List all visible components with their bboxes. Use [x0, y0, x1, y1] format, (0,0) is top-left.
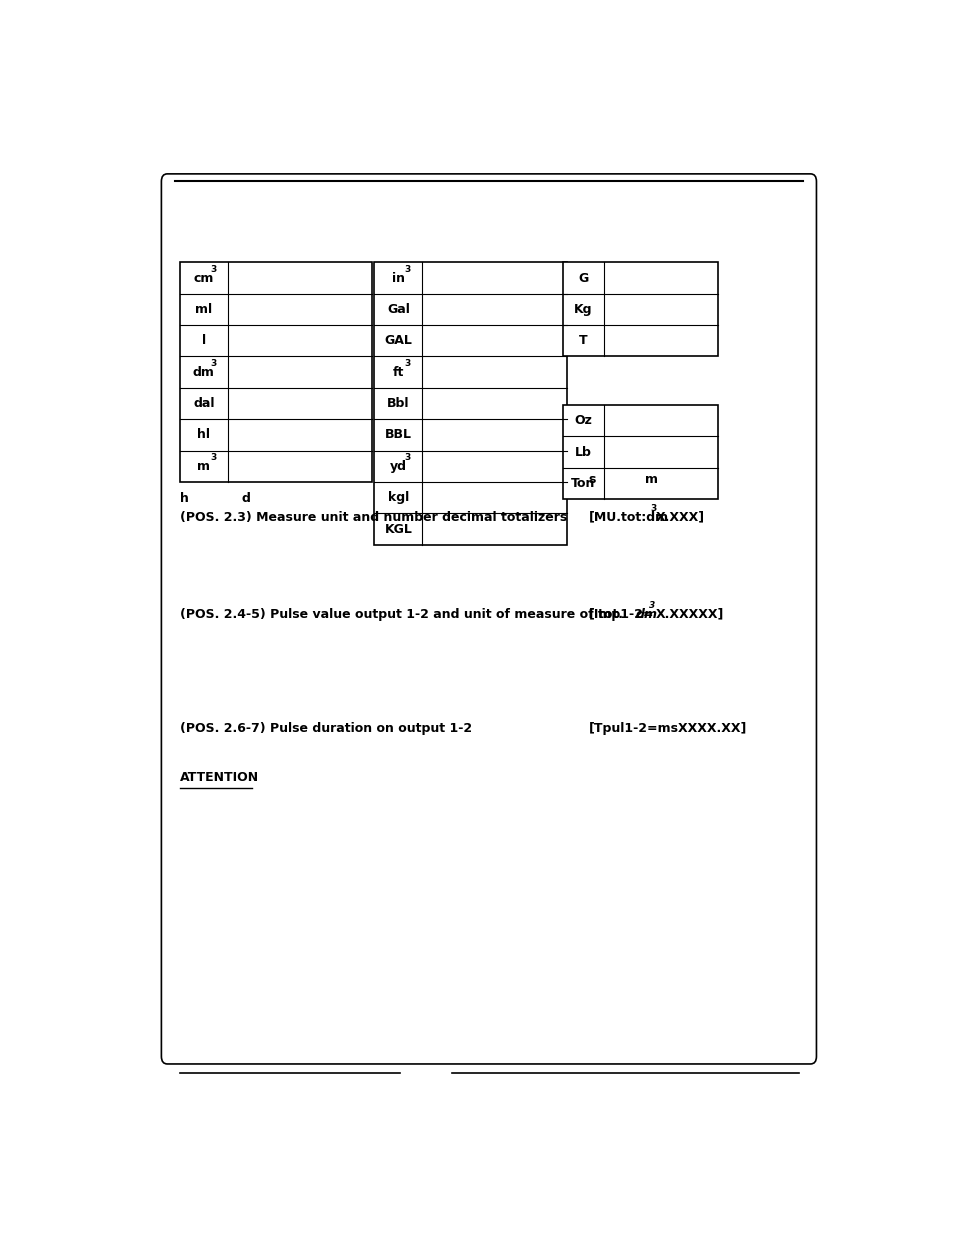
Bar — [562, 405, 718, 499]
Text: GAL: GAL — [384, 335, 412, 347]
Bar — [374, 262, 566, 545]
Text: l: l — [202, 335, 206, 347]
Text: Lb: Lb — [574, 446, 591, 458]
Text: h: h — [180, 492, 189, 505]
Text: [Tpul1-2=msXXXX.XX]: [Tpul1-2=msXXXX.XX] — [588, 721, 746, 735]
Text: in: in — [392, 272, 404, 284]
Text: 3: 3 — [404, 264, 411, 274]
Text: KGL: KGL — [384, 522, 412, 536]
Text: (POS. 2.6-7) Pulse duration on output 1-2: (POS. 2.6-7) Pulse duration on output 1-… — [180, 721, 472, 735]
Text: BBL: BBL — [384, 429, 412, 441]
Text: X.XXXXX]: X.XXXXX] — [655, 608, 723, 621]
Text: ATTENTION: ATTENTION — [180, 771, 258, 784]
Text: yd: yd — [390, 459, 406, 473]
Text: dm: dm — [635, 608, 657, 621]
Text: 3: 3 — [649, 504, 656, 513]
Text: m: m — [197, 459, 211, 473]
Text: 3: 3 — [649, 601, 655, 610]
Text: T: T — [578, 335, 587, 347]
Text: Gal: Gal — [387, 303, 410, 316]
Text: Bbl: Bbl — [387, 396, 409, 410]
Text: kgl: kgl — [387, 492, 409, 504]
Text: d: d — [241, 492, 250, 505]
Text: s: s — [588, 473, 596, 485]
Bar — [562, 262, 718, 357]
Text: [Imp1-2=: [Imp1-2= — [588, 608, 654, 621]
Text: 3: 3 — [404, 359, 411, 368]
Text: [MU.tot:dm: [MU.tot:dm — [588, 510, 668, 524]
Text: cm: cm — [193, 272, 213, 284]
Text: Ton: Ton — [571, 477, 595, 490]
Text: ft: ft — [393, 366, 404, 379]
Text: Kg: Kg — [574, 303, 592, 316]
Text: ml: ml — [195, 303, 213, 316]
Text: (POS. 2.3) Measure unit and number decimal totalizers: (POS. 2.3) Measure unit and number decim… — [180, 510, 566, 524]
Text: 3: 3 — [211, 453, 216, 462]
Text: 3: 3 — [211, 359, 216, 368]
Text: dm: dm — [193, 366, 214, 379]
Text: (POS. 2.4-5) Pulse value output 1-2 and unit of measure of tot.: (POS. 2.4-5) Pulse value output 1-2 and … — [180, 608, 622, 621]
Text: dal: dal — [193, 396, 214, 410]
Text: X.XXX]: X.XXX] — [656, 510, 704, 524]
FancyBboxPatch shape — [161, 174, 816, 1065]
Text: hl: hl — [197, 429, 211, 441]
Text: m: m — [644, 473, 658, 485]
Text: 3: 3 — [211, 264, 216, 274]
Bar — [180, 262, 372, 482]
Text: G: G — [578, 272, 588, 284]
Text: 3: 3 — [404, 453, 411, 462]
Text: Oz: Oz — [574, 414, 592, 427]
